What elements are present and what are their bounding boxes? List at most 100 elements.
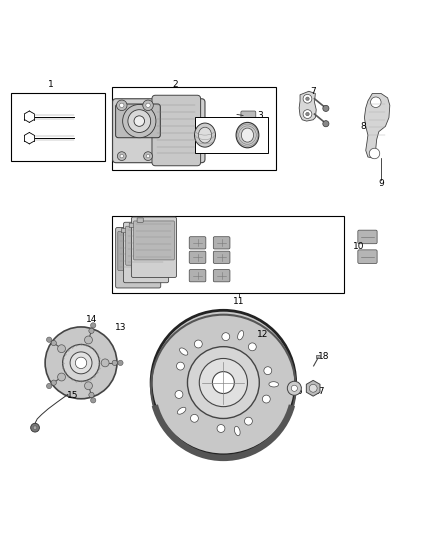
Circle shape	[33, 426, 37, 430]
FancyBboxPatch shape	[213, 270, 230, 282]
Circle shape	[85, 382, 92, 390]
Circle shape	[89, 392, 94, 398]
FancyBboxPatch shape	[358, 230, 377, 244]
Circle shape	[187, 346, 259, 418]
FancyBboxPatch shape	[118, 231, 159, 270]
Circle shape	[123, 104, 156, 138]
Circle shape	[134, 116, 145, 126]
FancyBboxPatch shape	[189, 251, 206, 263]
Circle shape	[287, 381, 301, 395]
Circle shape	[191, 414, 198, 422]
FancyBboxPatch shape	[129, 223, 135, 228]
Circle shape	[244, 417, 252, 425]
Ellipse shape	[234, 426, 240, 435]
Circle shape	[112, 360, 117, 366]
Circle shape	[303, 110, 312, 118]
Text: 13: 13	[115, 324, 126, 332]
Text: 17: 17	[314, 387, 325, 396]
Circle shape	[51, 341, 57, 346]
Circle shape	[144, 152, 152, 160]
Text: 11: 11	[233, 297, 244, 306]
Text: 4: 4	[249, 128, 254, 138]
Circle shape	[217, 425, 225, 432]
Circle shape	[306, 112, 309, 116]
Circle shape	[77, 114, 83, 120]
FancyBboxPatch shape	[137, 218, 143, 222]
Ellipse shape	[180, 348, 188, 355]
Ellipse shape	[194, 123, 215, 147]
Circle shape	[85, 336, 92, 344]
Ellipse shape	[198, 127, 212, 143]
FancyBboxPatch shape	[189, 270, 206, 282]
FancyBboxPatch shape	[134, 221, 174, 260]
Circle shape	[146, 155, 150, 158]
FancyBboxPatch shape	[116, 228, 161, 288]
Circle shape	[248, 343, 256, 351]
Text: 10: 10	[353, 243, 365, 251]
Circle shape	[212, 372, 234, 393]
Text: 12: 12	[257, 330, 268, 339]
Circle shape	[101, 359, 109, 367]
Circle shape	[371, 97, 381, 108]
Circle shape	[143, 100, 153, 110]
Circle shape	[89, 328, 94, 334]
Circle shape	[117, 152, 126, 160]
Circle shape	[58, 345, 66, 353]
Circle shape	[199, 359, 247, 407]
Circle shape	[146, 103, 150, 108]
Text: 16: 16	[292, 387, 304, 396]
Text: 3: 3	[258, 111, 264, 120]
FancyBboxPatch shape	[241, 111, 256, 119]
Circle shape	[46, 337, 52, 342]
FancyBboxPatch shape	[189, 237, 206, 249]
Circle shape	[323, 120, 329, 127]
Text: 14: 14	[86, 314, 98, 324]
Text: 18: 18	[318, 352, 330, 361]
Circle shape	[63, 344, 99, 381]
Circle shape	[45, 327, 117, 399]
Circle shape	[323, 106, 329, 111]
Text: 15: 15	[67, 391, 78, 400]
Circle shape	[175, 391, 183, 398]
Text: 8: 8	[360, 122, 367, 131]
Polygon shape	[364, 93, 390, 158]
Circle shape	[51, 380, 57, 385]
Circle shape	[31, 423, 39, 432]
Circle shape	[177, 362, 184, 370]
FancyBboxPatch shape	[121, 229, 127, 233]
Circle shape	[222, 333, 230, 341]
Circle shape	[369, 148, 380, 159]
Bar	[195, 117, 268, 152]
FancyBboxPatch shape	[116, 104, 160, 138]
Circle shape	[26, 114, 32, 120]
Circle shape	[75, 357, 87, 368]
Bar	[11, 93, 105, 161]
Circle shape	[74, 132, 86, 144]
Text: 9: 9	[378, 179, 384, 188]
FancyBboxPatch shape	[213, 237, 230, 249]
FancyBboxPatch shape	[358, 250, 377, 263]
Circle shape	[120, 155, 124, 158]
Text: 6: 6	[233, 144, 240, 153]
FancyBboxPatch shape	[131, 217, 177, 278]
Circle shape	[58, 373, 66, 381]
FancyBboxPatch shape	[124, 222, 169, 282]
Ellipse shape	[236, 123, 259, 148]
Circle shape	[46, 383, 52, 389]
Text: 2: 2	[173, 80, 178, 89]
Circle shape	[194, 340, 202, 348]
Circle shape	[306, 97, 309, 101]
Circle shape	[120, 103, 124, 108]
Circle shape	[26, 135, 32, 141]
Text: 1: 1	[47, 80, 53, 89]
Circle shape	[74, 110, 86, 123]
Circle shape	[118, 360, 123, 366]
Text: 7: 7	[310, 87, 316, 96]
Circle shape	[291, 385, 297, 391]
Circle shape	[151, 310, 296, 455]
Ellipse shape	[238, 330, 244, 340]
Polygon shape	[299, 91, 316, 121]
Bar	[112, 87, 276, 170]
Bar	[112, 216, 344, 293]
Circle shape	[91, 398, 96, 403]
